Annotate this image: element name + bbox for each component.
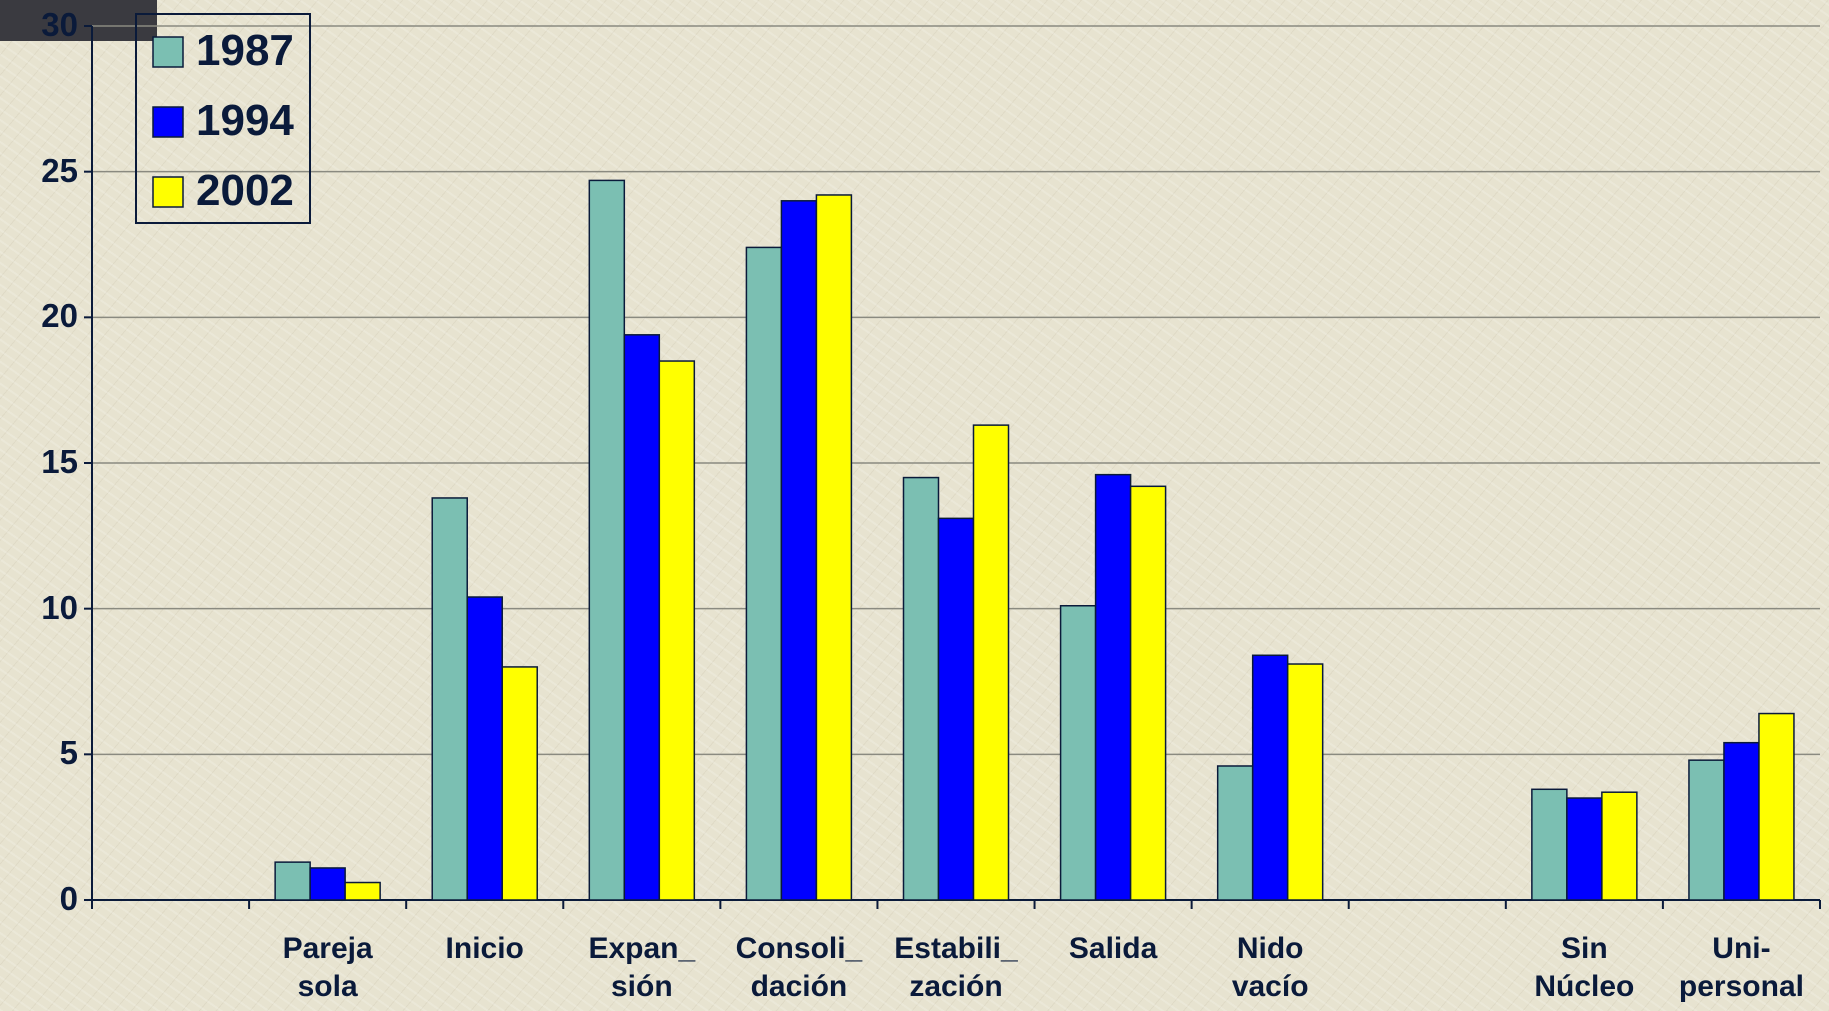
bar: [937, 517, 975, 901]
y-tick-label: 5: [59, 734, 78, 772]
bar: [1531, 788, 1568, 901]
bar: [1688, 759, 1725, 901]
bar: [588, 179, 626, 901]
x-tick-label: Uni- personal: [1678, 932, 1804, 1003]
bar: [780, 200, 818, 901]
bar: [1251, 654, 1289, 901]
x-tick-label: Nido vacío: [1231, 932, 1309, 1003]
legend-label: 1987: [196, 26, 294, 75]
bar: [309, 867, 346, 901]
bar: [1758, 712, 1795, 901]
legend-swatch: [152, 36, 184, 68]
x-tick-label: Estabili_ zación: [894, 932, 1018, 1003]
bar: [274, 861, 311, 901]
legend-label: 2002: [196, 166, 294, 215]
bar: [466, 596, 503, 901]
x-tick-label: Sin Núcleo: [1534, 932, 1635, 1003]
x-tick-label: Pareja sola: [282, 932, 373, 1003]
bar: [902, 476, 940, 901]
y-tick-label: 10: [41, 588, 78, 626]
legend-box: [135, 13, 311, 224]
corner-decoration: [0, 0, 157, 41]
legend-label: 1994: [196, 96, 294, 145]
y-tick-label: 30: [41, 6, 78, 43]
bar: [972, 424, 1010, 901]
bar: [1723, 741, 1760, 901]
x-tick-label: Consoli_ dación: [735, 932, 863, 1003]
y-tick-label: 20: [41, 297, 78, 335]
x-tick-label: Inicio: [445, 932, 524, 965]
bar: [658, 360, 696, 901]
y-tick-label: 25: [41, 151, 78, 189]
bar: [1216, 765, 1254, 901]
x-tick-label: Expan_ sión: [588, 932, 696, 1003]
legend-swatch: [152, 106, 184, 138]
y-tick-label: 0: [59, 880, 78, 917]
bar: [431, 497, 468, 901]
bar: [1566, 797, 1603, 901]
bar: [745, 246, 783, 901]
y-tick-label: 15: [41, 443, 78, 480]
bar: [501, 666, 538, 901]
bar: [1286, 663, 1324, 901]
x-tick-label: Salida: [1068, 932, 1158, 965]
bar: [344, 881, 381, 901]
legend-swatch: [152, 176, 184, 208]
bar: [623, 334, 661, 901]
bar: [1129, 485, 1167, 901]
bar: [815, 194, 853, 901]
bar: [1601, 791, 1638, 901]
bar: [1094, 473, 1132, 901]
bar: [1059, 605, 1097, 901]
